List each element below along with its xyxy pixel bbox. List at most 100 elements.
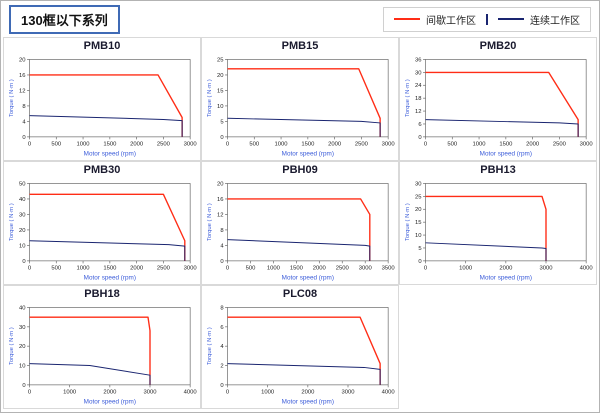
x-tick-label: 3000 (143, 390, 157, 396)
intermittent-work-zone-line (29, 316, 151, 385)
legend-separator (486, 13, 488, 25)
y-tick-label: 10 (19, 243, 26, 249)
x-tick-label: 3000 (580, 142, 594, 148)
intermittent-work-zone-line (227, 68, 381, 137)
y-tick-label: 6 (418, 122, 421, 128)
x-tick-label: 2500 (157, 142, 171, 148)
x-tick-label: 1500 (301, 142, 315, 148)
chart-title: PMB30 (83, 164, 121, 176)
chart-plot: 0 5 10 15 20 25 0 500 1000 1500 2000 2500 3000 Motor … (207, 57, 396, 157)
y-axis-label: Torque ( N·m ) (405, 203, 411, 241)
y-tick-label: 0 (418, 135, 422, 141)
chart-plot: 0 6 12 18 24 30 36 0 500 1000 1500 2000 2500 3000 Moto… (405, 57, 594, 157)
x-tick-label: 2000 (301, 390, 315, 396)
x-axis-label: Motor speed (rpm) (282, 274, 334, 281)
chart-title: PBH18 (84, 288, 120, 300)
intermittent-work-zone-line (425, 71, 579, 137)
y-tick-label: 12 (415, 109, 422, 115)
x-tick-label: 1500 (499, 142, 513, 148)
x-tick-label: 1000 (473, 142, 487, 148)
x-tick-label: 500 (246, 266, 257, 272)
x-tick-label: 0 (226, 142, 230, 148)
x-tick-label: 1500 (103, 266, 117, 272)
x-tick-label: 1000 (267, 266, 281, 272)
continuous-work-zone-line (29, 363, 151, 385)
y-tick-label: 12 (19, 88, 26, 94)
y-tick-label: 0 (22, 135, 26, 141)
chart-pbh13: PBH13 0 5 10 15 20 25 30 0 1000 2000 3000 4000 Motor … (399, 161, 597, 285)
x-axis-label: Motor speed (rpm) (84, 274, 136, 281)
y-tick-label: 30 (19, 325, 26, 331)
x-tick-label: 1000 (459, 266, 473, 272)
y-axis-label: Torque ( N·m ) (405, 79, 411, 117)
continuous-work-zone-line (29, 115, 183, 137)
x-tick-label: 500 (447, 142, 458, 148)
continuous-work-zone-line (227, 363, 381, 385)
intermittent-work-zone-line (227, 198, 371, 261)
intermittent-line-swatch (394, 18, 420, 20)
y-tick-label: 0 (220, 135, 224, 141)
y-tick-label: 20 (217, 73, 224, 79)
y-tick-label: 24 (415, 83, 422, 89)
x-tick-label: 2000 (313, 266, 327, 272)
y-tick-label: 36 (415, 57, 422, 63)
x-tick-label: 3000 (184, 142, 198, 148)
x-tick-label: 1000 (77, 142, 91, 148)
continuous-work-zone-line (425, 119, 579, 137)
x-tick-label: 2000 (499, 266, 513, 272)
y-axis-label: Torque ( N·m ) (9, 79, 15, 117)
chart-pbh18: PBH18 0 10 20 30 40 0 1000 2000 3000 4000 Motor spe… (3, 285, 201, 409)
x-tick-label: 2500 (553, 142, 567, 148)
chart-plot: 0 4 8 12 16 20 0 500 1000 1500 2000 2500 3000 Motor s… (9, 57, 198, 157)
header: 130框以下系列 间歇工作区 连续工作区 (1, 1, 599, 37)
chart-title: PLC08 (282, 288, 318, 300)
x-tick-label: 3000 (184, 266, 198, 272)
chart-pmb15: PMB15 0 5 10 15 20 25 0 500 1000 1500 2000 2500 3000 M… (201, 37, 399, 161)
x-tick-label: 2500 (355, 142, 369, 148)
y-tick-label: 25 (217, 57, 224, 63)
x-axis-label: Motor speed (rpm) (84, 150, 136, 157)
legend-label-intermittent: 间歇工作区 (426, 15, 476, 27)
y-tick-label: 20 (217, 181, 224, 187)
chart-title: PBH09 (282, 164, 318, 176)
chart-plot: 0 4 8 12 16 20 0 500 1000 1500 2000 2500 3000 3500 Mot… (207, 181, 396, 281)
x-tick-label: 3000 (341, 390, 355, 396)
intermittent-work-zone-line (227, 316, 381, 385)
x-tick-label: 1000 (77, 266, 91, 272)
x-tick-label: 500 (51, 266, 62, 272)
x-tick-label: 500 (249, 142, 260, 148)
chart-pmb10: PMB10 0 4 8 12 16 20 0 500 1000 1500 2000 2500 3000 Mo… (3, 37, 201, 161)
x-tick-label: 4000 (184, 390, 198, 396)
y-tick-label: 8 (220, 228, 223, 234)
chart-plot: 0 10 20 30 40 0 1000 2000 3000 4000 Motor speed (r… (9, 305, 198, 405)
y-tick-label: 10 (19, 363, 26, 369)
chart-plc08: PLC08 0 2 4 6 8 0 1000 2000 3000 4000 Motor speed (… (201, 285, 399, 409)
intermittent-work-zone-line (29, 193, 186, 261)
y-tick-label: 12 (217, 212, 224, 218)
x-tick-label: 1000 (63, 390, 77, 396)
legend: 间歇工作区 连续工作区 (383, 6, 591, 32)
page-title: 130框以下系列 (9, 4, 120, 34)
y-tick-label: 10 (415, 233, 422, 239)
y-axis-label: Torque ( N·m ) (9, 327, 15, 365)
chart-plot: 0 2 4 6 8 0 1000 2000 3000 4000 Motor speed (rpm) T… (207, 305, 396, 405)
y-tick-label: 30 (415, 70, 422, 76)
x-tick-label: 3500 (382, 266, 396, 272)
x-tick-label: 500 (51, 142, 62, 148)
x-tick-label: 3000 (382, 142, 396, 148)
x-tick-label: 0 (28, 266, 32, 272)
x-tick-label: 3000 (539, 266, 553, 272)
y-axis-label: Torque ( N·m ) (207, 79, 213, 117)
x-tick-label: 2000 (328, 142, 342, 148)
x-tick-label: 1500 (290, 266, 304, 272)
charts-grid: PMB10 0 4 8 12 16 20 0 500 1000 1500 2000 2500 3000 Mo… (3, 37, 597, 409)
continuous-work-zone-line (425, 242, 547, 261)
x-tick-label: 2000 (103, 390, 117, 396)
y-tick-label: 8 (220, 305, 223, 311)
x-tick-label: 2500 (336, 266, 350, 272)
chart-title: PMB10 (83, 40, 121, 52)
x-tick-label: 1500 (103, 142, 117, 148)
x-tick-label: 1000 (275, 142, 289, 148)
chart-pmb30: PMB30 0 10 20 30 40 50 0 500 1000 1500 2000 2500 3000… (3, 161, 201, 285)
y-tick-label: 4 (220, 243, 224, 249)
